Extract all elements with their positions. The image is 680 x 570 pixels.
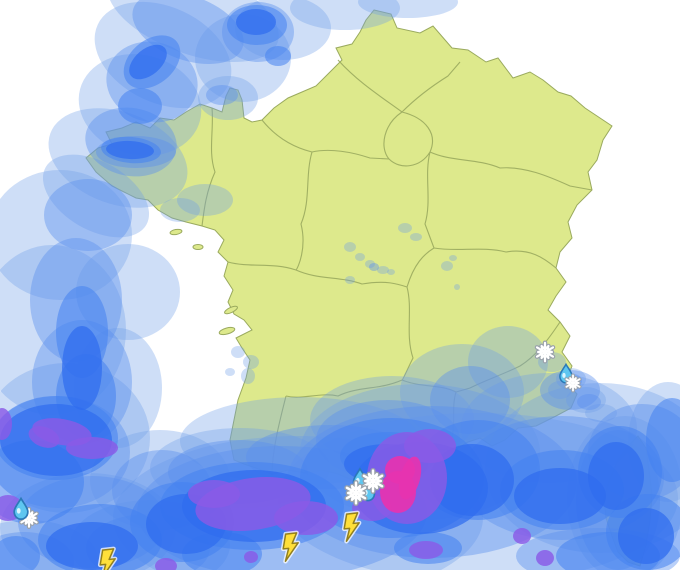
rain-layer-extreme [380,456,422,513]
snowflake-icon [537,343,553,361]
region-borders-path [201,59,593,473]
snowflake-icon [564,373,582,393]
snowflake-icon [347,483,365,504]
rain-cells-center [344,223,460,290]
coastal-islands [169,228,238,336]
